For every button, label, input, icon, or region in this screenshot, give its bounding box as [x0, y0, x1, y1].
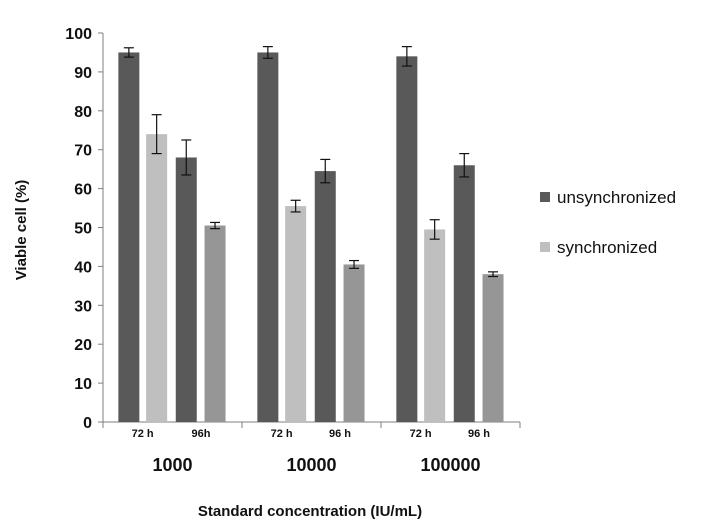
bar-synchronized	[424, 229, 446, 422]
y-tick-label: 50	[74, 221, 92, 238]
x-subcategory-label: 72 h	[410, 428, 432, 440]
bar-unsynchronized	[257, 52, 279, 422]
axes-layer	[98, 32, 521, 428]
x-subcategory-label: 96 h	[329, 428, 351, 440]
bar-synchronized	[285, 206, 307, 422]
legend-swatch-synchronized	[540, 242, 550, 252]
x-axis-title: Standard concentration (IU/mL)	[198, 503, 422, 520]
y-tick-label: 40	[74, 259, 92, 276]
labels-layer: 0 10 20 30 40 50 60 70 80 90 100 72 h 96h 1000 72 h 96 …	[65, 26, 490, 475]
y-axis-title: Viable cell (%)	[13, 180, 30, 281]
legend-label-synchronized: synchronized	[557, 238, 657, 257]
x-group-label: 1000	[152, 455, 192, 475]
bar-unsynchronized	[118, 52, 140, 422]
y-tick-label: 20	[74, 337, 92, 354]
bar-synchronized	[204, 225, 226, 422]
x-group-label: 100000	[420, 455, 480, 475]
legend: unsynchronized synchronized	[540, 188, 676, 257]
bar-synchronized	[343, 264, 365, 422]
y-tick-label: 0	[83, 415, 92, 432]
bar-unsynchronized	[175, 157, 197, 423]
bars-layer	[118, 46, 504, 423]
x-subcategory-label: 72 h	[271, 428, 293, 440]
x-group-label: 10000	[286, 455, 336, 475]
y-tick-label: 30	[74, 298, 92, 315]
x-subcategory-label: 72 h	[132, 428, 154, 440]
y-tick-label: 100	[65, 26, 92, 43]
y-tick-label: 10	[74, 376, 92, 393]
legend-label-unsynchronized: unsynchronized	[557, 188, 676, 207]
bar-unsynchronized	[314, 171, 336, 422]
x-subcategory-label: 96 h	[468, 428, 490, 440]
y-tick-label: 70	[74, 143, 92, 160]
bar-unsynchronized	[396, 56, 418, 423]
bar-synchronized	[146, 134, 168, 422]
bar-unsynchronized	[453, 165, 475, 422]
y-tick-label: 60	[74, 182, 92, 199]
legend-swatch-unsynchronized	[540, 192, 550, 202]
x-subcategory-label: 96h	[192, 428, 211, 440]
y-tick-label: 80	[74, 104, 92, 121]
bar-synchronized	[482, 274, 504, 422]
y-tick-label: 90	[74, 65, 92, 82]
